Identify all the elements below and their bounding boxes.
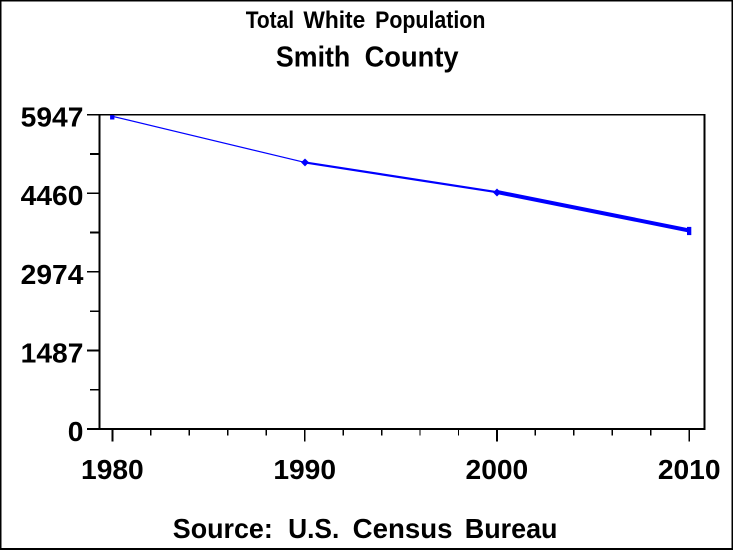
svg-text:0: 0 — [68, 415, 84, 447]
svg-text:Census: Census — [353, 513, 453, 544]
svg-text:2010: 2010 — [658, 453, 721, 485]
svg-text:Population: Population — [375, 8, 485, 34]
svg-text:County: County — [365, 42, 459, 74]
svg-text:1487: 1487 — [21, 336, 84, 368]
svg-text:Bureau: Bureau — [465, 513, 558, 544]
svg-text:5947: 5947 — [21, 101, 84, 133]
svg-text:4460: 4460 — [21, 179, 84, 211]
svg-text:White: White — [303, 8, 365, 34]
svg-text:Source:: Source: — [173, 513, 273, 544]
svg-text:U.S.: U.S. — [288, 513, 339, 544]
svg-text:2974: 2974 — [21, 258, 84, 290]
svg-text:Smith: Smith — [276, 42, 350, 74]
svg-text:1980: 1980 — [81, 453, 144, 485]
svg-text:1990: 1990 — [273, 453, 336, 485]
svg-text:Total: Total — [246, 8, 294, 34]
svg-text:2000: 2000 — [466, 453, 529, 485]
